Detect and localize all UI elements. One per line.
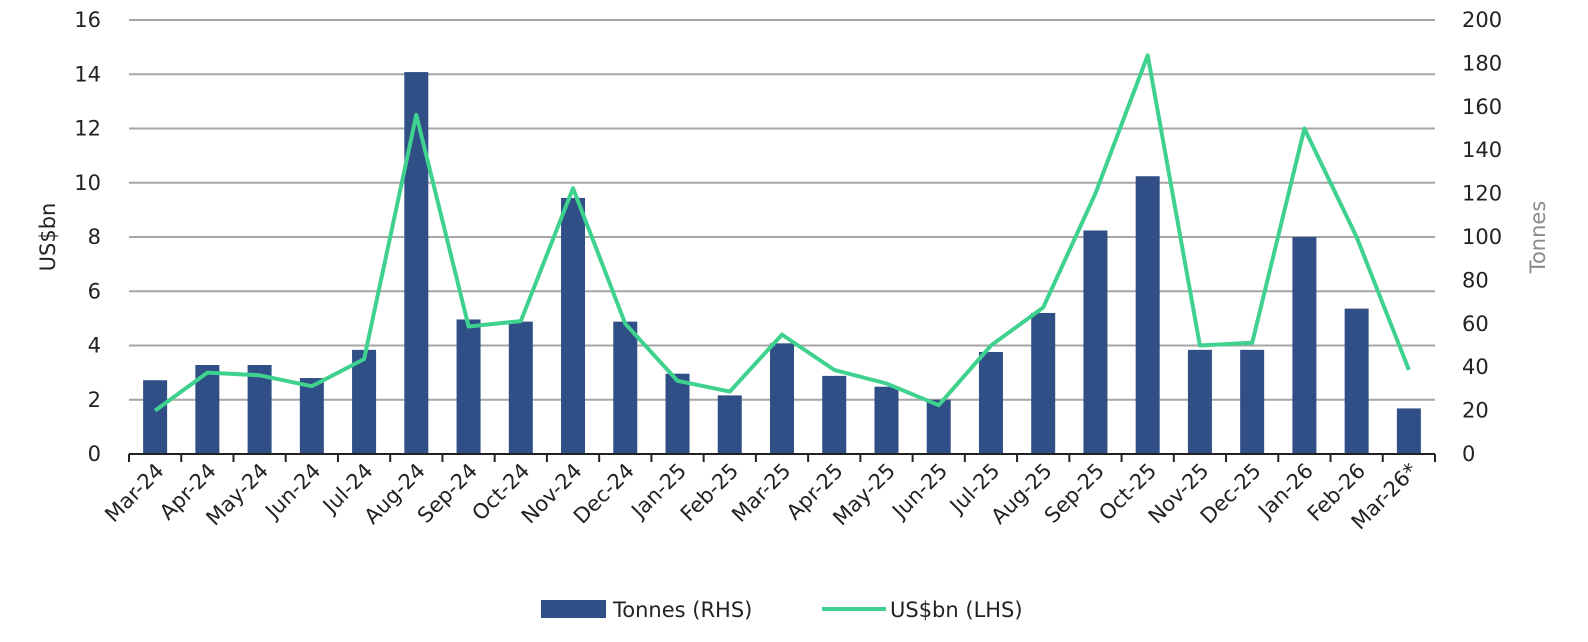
right-tick-label: 40 [1462,355,1489,379]
bar [770,343,794,454]
x-tick-label: Mar-24 [100,459,168,527]
bar [1187,349,1212,454]
bar [1135,176,1160,455]
left-tick-label: 0 [88,442,101,466]
legend-swatch-tonnes [541,600,606,618]
bar [822,375,847,454]
legend-label-tonnes: Tonnes (RHS) [612,598,752,622]
bar [508,321,533,454]
left-tick-label: 12 [74,117,101,141]
bar [1396,408,1421,454]
right-tick-label: 200 [1462,8,1502,32]
bar [1344,308,1369,454]
right-tick-label: 100 [1462,225,1502,249]
bar [143,380,168,454]
gridlines [129,19,1435,401]
bar [247,365,272,454]
legend: Tonnes (RHS) US$bn (LHS) [541,598,1023,622]
right-tick-label: 0 [1462,442,1475,466]
bar [978,352,1003,454]
right-tick-label: 20 [1462,399,1489,423]
bar [1292,237,1317,454]
axes [128,453,1436,462]
left-tick-label: 8 [88,225,101,249]
x-tick-label: Mar-25 [727,459,795,527]
left-tick-label: 16 [74,8,101,32]
left-axis-ticks: 0 2 4 6 8 10 12 14 16 [74,8,101,466]
right-tick-label: 180 [1462,51,1502,75]
x-axis-ticks: Mar-24Apr-24May-24Jun-24Jul-24Aug-24Sep-… [100,459,1422,535]
bar [613,321,638,454]
right-tick-label: 140 [1462,138,1502,162]
left-tick-label: 4 [88,334,101,358]
right-tick-label: 120 [1462,182,1502,206]
bar [299,378,324,454]
right-axis-ticks: 0 20 40 60 80 100 120 140 160 180 200 [1462,8,1502,466]
bar [926,399,951,454]
bar [665,373,690,454]
x-tick-label: Jun-25 [886,459,952,525]
left-tick-label: 10 [74,171,101,195]
bar [1083,230,1108,454]
bar [874,386,899,454]
left-tick-label: 14 [74,62,101,86]
x-tick-label: Jun-24 [260,459,326,525]
legend-label-usbn: US$bn (LHS) [890,598,1023,622]
bar [561,197,586,454]
bar [352,349,377,454]
bar [456,319,481,454]
bar [404,72,429,454]
left-axis-title: US$bn [36,203,60,272]
bar [1240,349,1265,454]
line-series-usbn [153,53,1411,413]
bar [717,395,742,454]
right-tick-label: 160 [1462,95,1502,119]
right-tick-label: 80 [1462,268,1489,292]
right-tick-label: 60 [1462,312,1489,336]
left-tick-label: 2 [88,388,101,412]
bar [1031,312,1056,454]
right-axis-title: Tonnes [1526,201,1550,275]
left-tick-label: 6 [88,279,101,303]
